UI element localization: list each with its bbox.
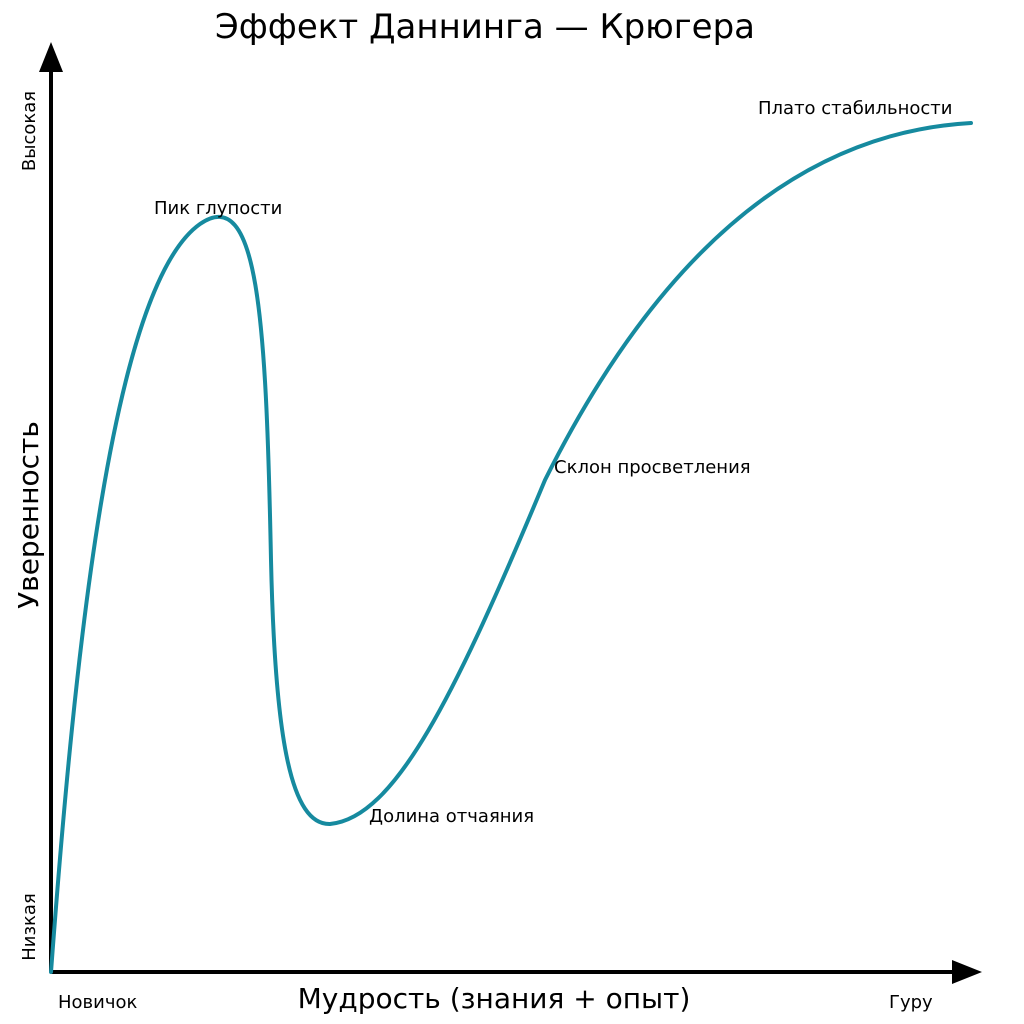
x-axis-end-label: Гуру [889, 992, 933, 1013]
peak-label: Пик глупости [154, 198, 282, 219]
y-axis-arrow [39, 42, 63, 72]
x-axis-start-label: Новичок [58, 992, 138, 1013]
x-axis-title: Мудрость (знания + опыт) [298, 982, 691, 1015]
diagram-title: Эффект Даннинга — Крюгера [215, 7, 755, 47]
y-axis-end-label: Высокая [19, 91, 40, 171]
slope-label: Склон просветления [554, 457, 751, 478]
valley-label: Долина отчаяния [369, 806, 534, 827]
plateau-label: Плато стабильности [758, 98, 952, 119]
y-axis-start-label: Низкая [19, 893, 40, 961]
confidence-curve [49, 121, 973, 974]
y-axis-title: Уверенность [12, 421, 45, 609]
x-axis-arrow [952, 960, 982, 984]
